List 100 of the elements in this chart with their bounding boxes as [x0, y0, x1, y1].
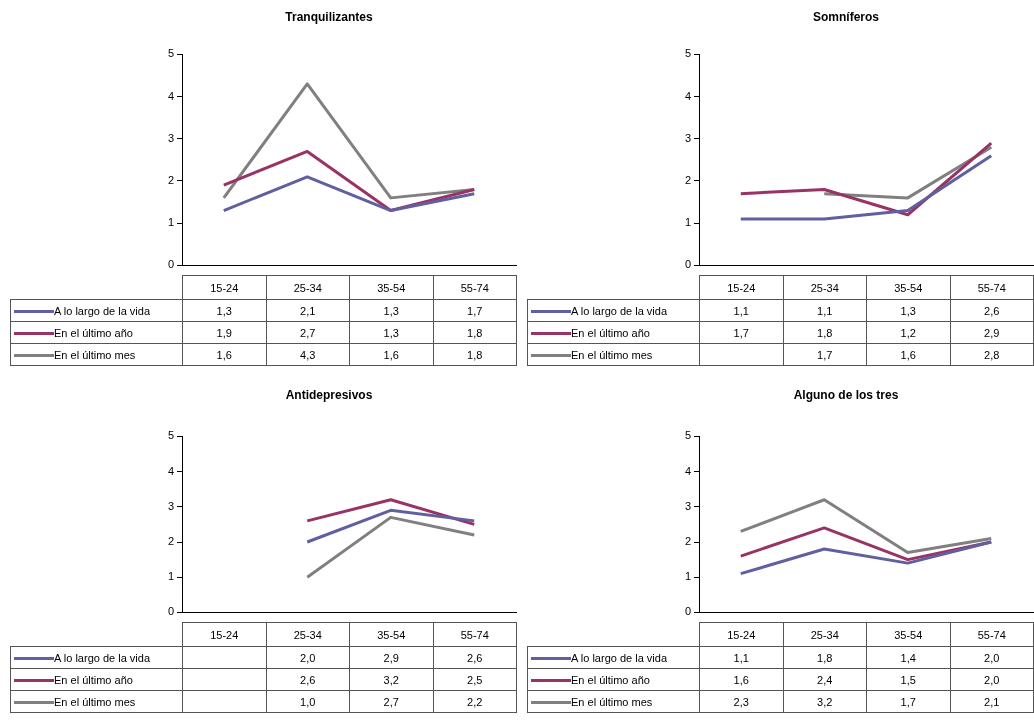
- data-label: 2,6: [266, 668, 350, 691]
- data-label: 2,0: [266, 646, 350, 669]
- data-label: 1,8: [433, 321, 517, 344]
- data-label: 1,1: [783, 299, 867, 322]
- y-tick-label: 1: [684, 216, 691, 229]
- y-tick-label: 1: [684, 570, 691, 583]
- chart-title: Tranquilizantes: [285, 9, 373, 24]
- data-label: 3,2: [783, 690, 867, 713]
- data-label: 1,7: [699, 321, 783, 344]
- data-label: 4,3: [266, 343, 350, 366]
- data-label: 1,9: [182, 321, 266, 344]
- y-tick-label: 5: [167, 429, 174, 442]
- legend-label: En el último mes: [54, 349, 136, 362]
- data-label: 1,1: [699, 646, 783, 669]
- data-label: 2,4: [783, 668, 867, 691]
- data-label: 2,1: [950, 690, 1034, 713]
- y-tick-label: 2: [684, 535, 691, 548]
- data-label: 1,3: [349, 299, 433, 322]
- x-tick-label: 15-24: [182, 622, 266, 647]
- x-tick-label: 35-54: [866, 275, 950, 300]
- legend-label: A lo largo de la vida: [571, 305, 668, 318]
- data-label: 1,2: [866, 321, 950, 344]
- legend-label: En el último mes: [571, 696, 653, 709]
- legend-label: En el último año: [54, 327, 133, 340]
- y-tick-label: 3: [167, 131, 174, 144]
- y-tick-label: 2: [167, 535, 174, 548]
- y-tick-label: 4: [167, 464, 174, 477]
- data-label: 2,2: [433, 690, 517, 713]
- data-label: 1,6: [349, 343, 433, 366]
- y-tick-label: 2: [684, 174, 691, 187]
- x-tick-label: 25-34: [783, 275, 867, 300]
- legend-label: En el último año: [571, 327, 650, 340]
- data-label: 1,3: [182, 299, 266, 322]
- data-label: 2,1: [266, 299, 350, 322]
- x-tick-label: 55-74: [950, 275, 1034, 300]
- data-label: 1,8: [783, 321, 867, 344]
- data-label: 1,5: [866, 668, 950, 691]
- data-label: 1,8: [783, 646, 867, 669]
- data-label: 2,6: [433, 646, 517, 669]
- y-tick-label: 0: [167, 258, 174, 271]
- data-label: 1,1: [699, 299, 783, 322]
- data-label: 2,3: [699, 690, 783, 713]
- x-tick-label: 25-34: [266, 622, 350, 647]
- y-tick-label: 5: [167, 47, 174, 60]
- data-label: 3,2: [349, 668, 433, 691]
- data-label: 1,6: [182, 343, 266, 366]
- data-label: 1,7: [433, 299, 517, 322]
- legend-label: A lo largo de la vida: [54, 652, 151, 665]
- chart-title: Alguno de los tres: [793, 387, 899, 402]
- y-tick-label: 3: [167, 499, 174, 512]
- data-label: 1,0: [266, 690, 350, 713]
- y-tick-label: 3: [684, 131, 691, 144]
- legend-label: A lo largo de la vida: [54, 305, 151, 318]
- data-label: 1,6: [699, 668, 783, 691]
- x-tick-label: 35-54: [349, 622, 433, 647]
- data-label: 2,0: [950, 646, 1034, 669]
- x-tick-label: 55-74: [950, 622, 1034, 647]
- x-tick-label: 55-74: [433, 622, 517, 647]
- data-label: 1,4: [866, 646, 950, 669]
- x-tick-label: 15-24: [182, 275, 266, 300]
- data-label: 2,9: [349, 646, 433, 669]
- data-label: 2,0: [950, 668, 1034, 691]
- y-tick-label: 2: [167, 174, 174, 187]
- data-label: 2,9: [950, 321, 1034, 344]
- y-tick-label: 4: [167, 89, 174, 102]
- data-label: 2,7: [349, 690, 433, 713]
- data-label: 2,6: [950, 299, 1034, 322]
- x-tick-label: 35-54: [349, 275, 433, 300]
- legend-label: En el último año: [571, 674, 650, 687]
- y-tick-label: 0: [684, 258, 691, 271]
- legend-label: A lo largo de la vida: [571, 652, 668, 665]
- legend-label: En el último mes: [571, 349, 653, 362]
- y-tick-label: 5: [684, 47, 691, 60]
- x-tick-label: 55-74: [433, 275, 517, 300]
- y-tick-label: 4: [684, 89, 691, 102]
- y-tick-label: 5: [684, 429, 691, 442]
- x-tick-label: 15-24: [699, 622, 783, 647]
- data-label: 1,6: [866, 343, 950, 366]
- data-label: 2,5: [433, 668, 517, 691]
- chart-title: Antidepresivos: [285, 387, 373, 402]
- x-tick-label: 15-24: [699, 275, 783, 300]
- y-tick-label: 0: [684, 605, 691, 618]
- data-label: 1,3: [866, 299, 950, 322]
- data-label: 1,7: [783, 343, 867, 366]
- data-label: 2,8: [950, 343, 1034, 366]
- x-tick-label: 25-34: [266, 275, 350, 300]
- chart-title: Somníferos: [812, 9, 880, 24]
- y-tick-label: 0: [167, 605, 174, 618]
- data-label: 2,7: [266, 321, 350, 344]
- data-label: 1,8: [433, 343, 517, 366]
- data-label: 1,7: [866, 690, 950, 713]
- y-tick-label: 1: [167, 216, 174, 229]
- x-tick-label: 35-54: [866, 622, 950, 647]
- legend-label: En el último mes: [54, 696, 136, 709]
- y-tick-label: 4: [684, 464, 691, 477]
- y-tick-label: 3: [684, 499, 691, 512]
- data-label: 1,3: [349, 321, 433, 344]
- x-tick-label: 25-34: [783, 622, 867, 647]
- y-tick-label: 1: [167, 570, 174, 583]
- legend-label: En el último año: [54, 674, 133, 687]
